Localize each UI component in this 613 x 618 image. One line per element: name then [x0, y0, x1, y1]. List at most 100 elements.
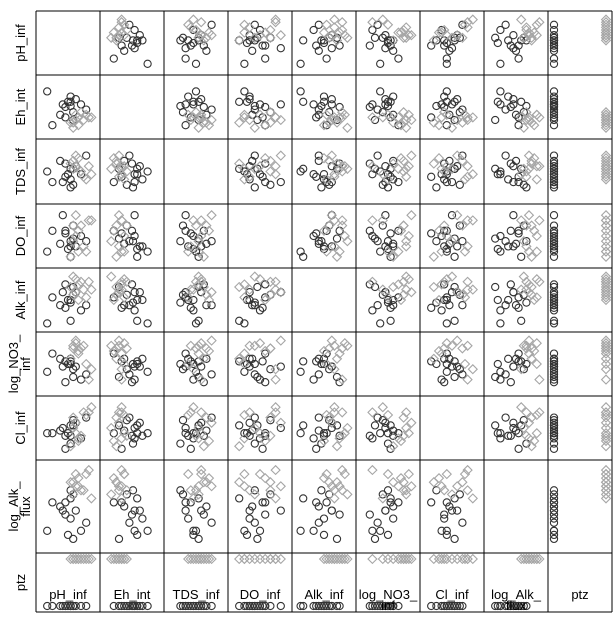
data-point-circle — [245, 175, 254, 184]
data-point-diamond — [329, 553, 340, 565]
data-point-diamond — [249, 340, 260, 351]
data-point-diamond — [377, 112, 388, 123]
data-point-diamond — [523, 335, 535, 346]
data-point-circle — [549, 349, 559, 358]
data-point-circle — [447, 288, 457, 297]
x-axis-label: log_NO3_ inf — [359, 587, 418, 613]
data-point-diamond — [324, 117, 335, 128]
data-point-diamond — [198, 441, 209, 452]
data-point-circle — [61, 444, 70, 453]
data-point-circle — [389, 156, 398, 166]
data-point-diamond — [600, 430, 612, 441]
data-point-diamond — [270, 17, 281, 28]
data-point-circle — [442, 87, 451, 96]
data-point-circle — [258, 41, 267, 50]
data-point-circle — [58, 601, 67, 611]
data-point-circle — [445, 354, 454, 363]
data-point-diamond — [68, 412, 79, 423]
data-point-diamond — [331, 477, 343, 488]
data-point-diamond — [190, 343, 202, 354]
x-axis-label: Eh_int — [114, 587, 151, 602]
y-axis-label: DO_inf — [13, 215, 28, 256]
data-point-circle — [549, 439, 559, 448]
data-point-circle — [66, 357, 75, 366]
data-point-circle — [114, 601, 124, 611]
data-point-circle — [261, 41, 270, 50]
data-point-circle — [181, 226, 190, 235]
data-point-circle — [191, 601, 201, 611]
data-point-diamond — [339, 553, 350, 565]
data-point-diamond — [260, 345, 271, 357]
y-axis-label-line: TDS_inf — [13, 148, 28, 195]
y-axis-label: Cl_inf — [13, 411, 28, 445]
data-point-circle — [440, 510, 449, 519]
y-axis-label-line: DO_inf — [13, 215, 28, 256]
data-point-circle — [58, 177, 67, 187]
y-axis-label-line: pH_inf — [13, 24, 28, 62]
x-axis-label-line: ptz — [571, 587, 588, 602]
data-point-diamond — [462, 553, 473, 565]
data-point-diamond — [600, 220, 612, 231]
data-point-circle — [386, 303, 395, 312]
data-point-diamond — [244, 553, 255, 565]
data-point-diamond — [244, 284, 255, 295]
data-point-diamond — [534, 112, 545, 123]
data-point-diamond — [329, 241, 340, 252]
data-point-circle — [376, 429, 385, 438]
data-point-diamond — [324, 220, 335, 231]
data-point-diamond — [600, 17, 612, 28]
data-point-diamond — [452, 114, 463, 126]
data-point-diamond — [318, 120, 330, 131]
data-point-diamond — [526, 412, 537, 423]
data-point-circle — [133, 244, 142, 254]
data-point-diamond — [395, 294, 407, 306]
data-point-circle — [327, 423, 336, 433]
data-point-diamond — [531, 428, 542, 439]
data-point-diamond — [239, 409, 250, 421]
data-point-circle — [276, 506, 285, 515]
data-point-circle — [261, 280, 270, 289]
data-point-circle — [549, 95, 559, 104]
data-point-circle — [240, 429, 249, 438]
data-point-circle — [549, 434, 559, 443]
data-point-circle — [549, 100, 559, 109]
data-point-diamond — [318, 225, 330, 236]
data-point-circle — [255, 601, 265, 611]
data-point-circle — [332, 601, 342, 611]
data-point-diamond — [254, 428, 266, 439]
data-point-circle — [549, 295, 559, 305]
data-point-circle — [447, 177, 457, 187]
data-point-circle — [71, 288, 80, 297]
data-point-circle — [109, 601, 118, 611]
data-point-diamond — [106, 553, 117, 565]
data-point-circle — [493, 97, 502, 106]
data-point-circle — [370, 234, 380, 243]
data-point-diamond — [600, 353, 612, 364]
data-point-diamond — [196, 468, 207, 480]
data-point-diamond — [244, 340, 255, 351]
data-point-circle — [332, 534, 342, 544]
data-point-circle — [327, 601, 336, 611]
data-point-diamond — [185, 284, 196, 295]
data-point-circle — [549, 211, 559, 220]
data-point-diamond — [65, 117, 76, 128]
data-point-circle — [199, 226, 208, 235]
data-point-diamond — [401, 553, 412, 565]
data-point-diamond — [239, 553, 250, 565]
data-point-diamond — [70, 210, 81, 221]
data-point-circle — [58, 100, 67, 109]
data-point-circle — [427, 41, 436, 50]
data-point-diamond — [113, 340, 125, 351]
data-point-diamond — [337, 24, 348, 36]
data-point-diamond — [326, 114, 337, 126]
data-point-diamond — [433, 294, 445, 306]
data-point-circle — [63, 601, 73, 611]
data-point-diamond — [188, 364, 199, 375]
data-point-diamond — [462, 215, 473, 226]
data-point-circle — [314, 105, 323, 114]
y-axis-label-line: log_NO3_ — [6, 334, 21, 393]
data-point-circle — [381, 211, 390, 220]
data-point-circle — [496, 170, 505, 179]
data-point-diamond — [188, 402, 199, 413]
data-point-diamond — [337, 161, 348, 172]
